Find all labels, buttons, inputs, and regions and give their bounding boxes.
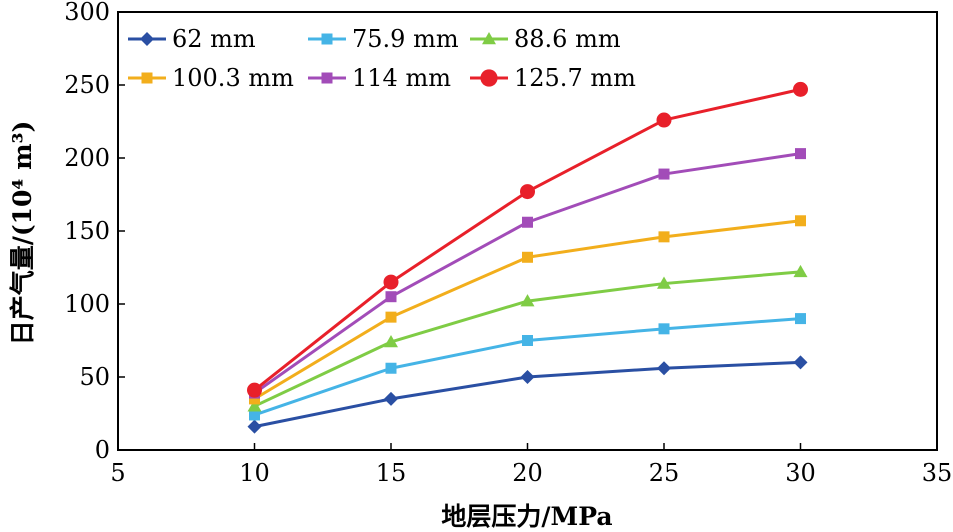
data-point <box>249 393 260 405</box>
y-tick-label: 50 <box>79 363 110 391</box>
y-tick-label: 100 <box>64 290 110 318</box>
legend-item: 88.6 mm <box>470 25 621 53</box>
legend-marker <box>140 32 154 46</box>
x-tick-label: 20 <box>512 459 543 487</box>
data-point <box>247 399 262 412</box>
legend-label: 62 mm <box>172 25 256 53</box>
data-point <box>384 334 398 348</box>
data-point <box>656 112 672 128</box>
legend-item: 125.7 mm <box>470 64 636 92</box>
data-point <box>522 216 533 228</box>
legend-item: 75.9 mm <box>308 25 459 53</box>
legend-marker <box>321 33 333 45</box>
data-point <box>657 361 671 376</box>
data-point <box>385 311 397 323</box>
series-2 <box>247 264 808 412</box>
data-point <box>795 313 806 325</box>
legend-label: 114 mm <box>352 64 451 92</box>
legend-item: 100.3 mm <box>128 64 294 92</box>
x-tick-label: 25 <box>649 459 680 487</box>
legend-label: 75.9 mm <box>352 25 459 53</box>
series-3 <box>249 215 806 405</box>
data-point <box>520 370 535 384</box>
legend-label: 125.7 mm <box>514 64 636 92</box>
x-axis: 5 10 15 20 25 30 35 <box>110 443 952 487</box>
data-point <box>520 184 535 200</box>
legend-label: 100.3 mm <box>172 64 294 92</box>
x-tick-label: 15 <box>376 459 407 487</box>
data-point <box>522 335 533 346</box>
x-tick-label: 5 <box>110 459 125 487</box>
data-point <box>385 291 397 303</box>
x-tick-label: 35 <box>922 459 953 487</box>
data-point <box>793 355 808 370</box>
legend-marker <box>141 72 153 84</box>
data-point <box>385 362 397 374</box>
data-point <box>247 382 262 398</box>
legend-marker <box>482 32 496 45</box>
x-tick-label: 30 <box>785 459 816 487</box>
x-tick-label: 10 <box>239 459 270 487</box>
data-point <box>520 294 535 307</box>
y-tick-label: 300 <box>64 0 110 26</box>
data-point <box>795 148 806 160</box>
data-point <box>658 323 670 335</box>
series-layer <box>247 81 808 434</box>
series-5 <box>247 81 808 398</box>
data-point <box>249 409 260 421</box>
data-point <box>795 215 806 227</box>
data-point <box>247 419 262 434</box>
legend-item: 62 mm <box>128 25 256 53</box>
data-point <box>658 231 670 243</box>
y-tick-label: 200 <box>64 144 110 172</box>
data-point <box>522 251 533 263</box>
legend-item: 114 mm <box>308 64 451 92</box>
y-tick-label: 150 <box>64 217 110 245</box>
y-axis: 0 50 100 150 200 250 300 <box>64 0 125 464</box>
series-0 <box>247 355 808 434</box>
legend-label: 88.6 mm <box>514 25 621 53</box>
x-axis-title: 地层压力/MPa <box>441 502 612 531</box>
y-axis-title: 日产气量/(10⁴ m³) <box>8 121 37 346</box>
series-1 <box>249 313 806 421</box>
legend: 62 mm 75.9 mm 88.6 mm 100.3 mm 114 mm 125.7 m… <box>128 25 636 92</box>
y-tick-label: 250 <box>64 71 110 99</box>
data-point <box>383 274 399 290</box>
data-point <box>793 81 808 97</box>
data-point <box>658 168 670 180</box>
legend-marker <box>321 72 333 84</box>
data-point <box>384 391 398 406</box>
legend-marker <box>480 69 498 87</box>
data-point <box>657 276 671 289</box>
y-tick-label: 0 <box>95 436 110 464</box>
data-point <box>793 264 808 278</box>
